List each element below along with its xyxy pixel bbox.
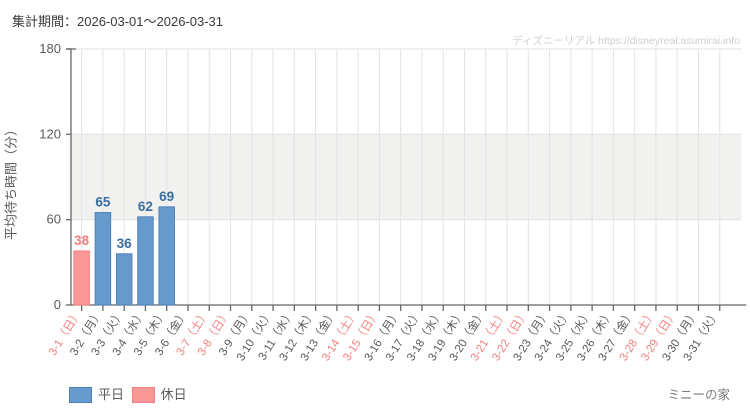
svg-text:38: 38 — [74, 233, 90, 248]
svg-text:180: 180 — [39, 41, 61, 56]
svg-text:62: 62 — [138, 199, 153, 214]
svg-text:36: 36 — [117, 236, 133, 251]
svg-text:60: 60 — [47, 212, 61, 227]
svg-text:65: 65 — [95, 195, 111, 210]
svg-text:0: 0 — [54, 297, 61, 312]
svg-text:69: 69 — [159, 189, 174, 204]
svg-text:120: 120 — [39, 126, 61, 141]
